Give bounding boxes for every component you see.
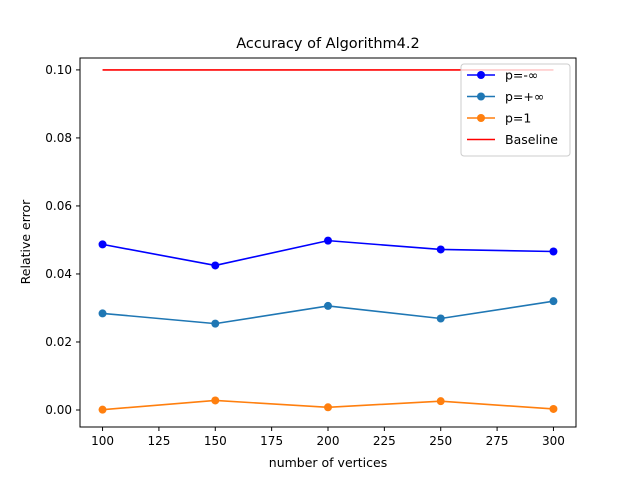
y-tick-label: 0.06 [45, 199, 72, 213]
legend-series-2-label: p=+∞ [505, 89, 544, 104]
x-tick-label: 225 [373, 434, 396, 448]
series-3-point [98, 405, 107, 414]
x-tick-label: 175 [260, 434, 283, 448]
legend-series-2-marker [477, 92, 485, 101]
series-2-point [98, 309, 107, 318]
legend-baseline-label: Baseline [505, 132, 558, 147]
x-tick-label: 100 [91, 434, 114, 448]
x-tick-label: 300 [542, 434, 565, 448]
series-1-point [549, 247, 558, 256]
legend-series-1-label: p=-∞ [505, 68, 538, 83]
x-tick-label: 200 [317, 434, 340, 448]
y-axis-label: Relative error [18, 199, 33, 285]
legend-series-3-marker [477, 114, 485, 122]
x-tick-label: 275 [486, 434, 509, 448]
legend: p=-∞ p=+∞ p=1 Baseline [460, 63, 571, 157]
series-1-point [98, 240, 107, 249]
plot-frame [79, 57, 577, 428]
x-axis-ticks: 100 125 150 175 200 225 250 275 300 [91, 427, 565, 448]
series-1-point [436, 245, 445, 254]
series-1-point [324, 236, 332, 245]
chart-title: Accuracy of Algorithm4.2 [236, 36, 419, 52]
legend-box [460, 63, 571, 157]
series-3-point [211, 396, 220, 405]
series-1-point [211, 261, 220, 270]
series-3-point [324, 403, 332, 412]
x-tick-label: 125 [147, 434, 170, 448]
x-tick-label: 150 [204, 434, 227, 448]
series-2-point [211, 319, 220, 328]
legend-series-3-label: p=1 [505, 111, 531, 126]
y-tick-label: 0.10 [45, 63, 72, 77]
legend-series-1-marker [477, 71, 485, 79]
y-tick-label: 0.08 [45, 131, 72, 145]
y-tick-label: 0.00 [45, 403, 72, 417]
series-2-point [324, 301, 332, 310]
series-3-point [436, 397, 445, 406]
x-tick-label: 250 [429, 434, 452, 448]
x-axis-label: number of vertices [269, 455, 387, 470]
series-3-point [549, 404, 558, 413]
series-2-point [549, 297, 558, 306]
y-axis-ticks: 0.00 0.02 0.04 0.06 0.08 0.10 [45, 63, 80, 417]
series-2-point [436, 314, 445, 323]
y-tick-label: 0.04 [45, 267, 72, 281]
y-tick-label: 0.02 [45, 335, 72, 349]
